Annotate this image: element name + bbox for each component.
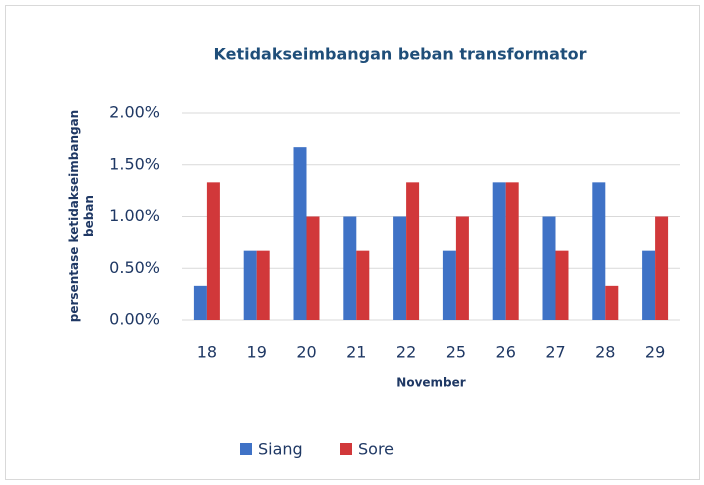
bar — [592, 182, 606, 320]
bar — [256, 250, 270, 320]
x-tick-label: 19 — [247, 343, 267, 362]
bar — [206, 182, 220, 320]
bar — [193, 285, 207, 320]
bar — [642, 250, 656, 320]
x-tick-label: 29 — [645, 343, 665, 362]
legend-label: Sore — [358, 440, 394, 459]
legend-label: Siang — [258, 440, 303, 459]
y-tick-label: 2.00% — [109, 103, 160, 122]
bar — [505, 182, 519, 320]
bar — [406, 182, 420, 320]
x-tick-label: 22 — [396, 343, 416, 362]
x-tick-label: 25 — [446, 343, 466, 362]
bar — [455, 216, 469, 320]
x-axis-label: November — [396, 376, 465, 390]
legend-swatch — [340, 443, 352, 455]
y-tick-label: 0.50% — [109, 258, 160, 277]
bar — [492, 182, 506, 320]
bar — [542, 216, 556, 320]
x-tick-label: 26 — [496, 343, 516, 362]
y-tick-label: 0.00% — [109, 310, 160, 329]
bar — [655, 216, 669, 320]
bar — [293, 147, 307, 320]
y-axis-label: persentase ketidakseimbangan beban — [67, 109, 96, 323]
bar — [442, 250, 456, 320]
bar — [343, 216, 357, 320]
x-tick-label: 21 — [346, 343, 366, 362]
y-tick-label: 1.50% — [109, 154, 160, 173]
bar — [555, 250, 569, 320]
bar — [605, 285, 619, 320]
y-tick-label: 1.00% — [109, 206, 160, 225]
bar — [393, 216, 407, 320]
bar — [243, 250, 257, 320]
chart-title: Ketidakseimbangan beban transformator — [214, 45, 587, 64]
bar — [306, 216, 320, 320]
x-tick-label: 27 — [545, 343, 565, 362]
legend-swatch — [240, 443, 252, 455]
x-tick-label: 20 — [296, 343, 316, 362]
bar — [356, 250, 370, 320]
x-tick-label: 28 — [595, 343, 615, 362]
x-tick-label: 18 — [197, 343, 217, 362]
